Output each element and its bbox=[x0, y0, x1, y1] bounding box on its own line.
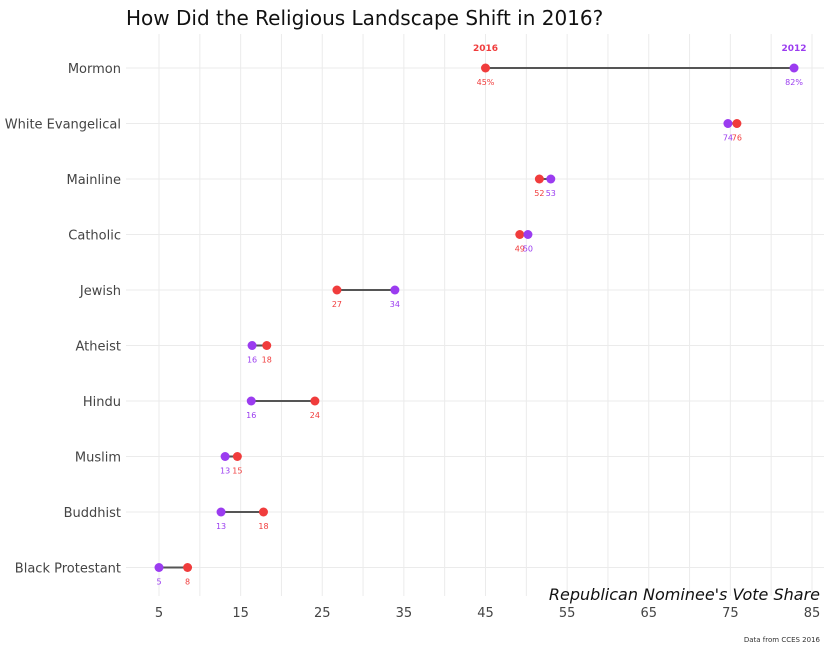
point-2016 bbox=[310, 396, 320, 406]
connector-segments bbox=[159, 67, 795, 569]
x-tick-label: 25 bbox=[314, 606, 331, 621]
value-label-2012: 50 bbox=[523, 245, 533, 254]
x-tick-label: 15 bbox=[232, 606, 249, 621]
point-2012 bbox=[246, 396, 256, 406]
category-label: Hindu bbox=[83, 395, 121, 410]
category-label: Mainline bbox=[67, 173, 122, 188]
value-label-2016: 49 bbox=[515, 245, 525, 254]
x-tick-label: 75 bbox=[722, 606, 739, 621]
point-2012 bbox=[546, 174, 556, 184]
legend-label-2016: 2016 bbox=[473, 44, 498, 54]
x-tick-label: 65 bbox=[640, 606, 657, 621]
point-2016 bbox=[332, 285, 342, 295]
value-label-2012: 16 bbox=[247, 356, 257, 365]
point-2016 bbox=[534, 174, 544, 184]
point-2012 bbox=[523, 230, 533, 239]
grid-lines bbox=[126, 34, 824, 596]
chart-title: How Did the Religious Landscape Shift in… bbox=[126, 6, 603, 30]
data-points bbox=[154, 63, 799, 572]
x-tick-label: 85 bbox=[804, 606, 821, 621]
legend: 2016 2012 bbox=[473, 44, 807, 54]
point-2012 bbox=[216, 507, 226, 517]
x-tick-label: 45 bbox=[477, 606, 494, 621]
x-tick-labels: 5 15 25 35 45 55 65 75 85 bbox=[155, 606, 820, 621]
value-label-2016: 24 bbox=[310, 411, 320, 420]
value-label-2012: 13 bbox=[216, 522, 226, 531]
point-2012 bbox=[154, 563, 164, 572]
point-2016 bbox=[515, 230, 525, 239]
value-label-2012: 53 bbox=[546, 189, 556, 198]
x-tick-label: 55 bbox=[559, 606, 576, 621]
category-label: Buddhist bbox=[64, 506, 121, 521]
value-label-2016: 27 bbox=[332, 300, 342, 309]
category-label: Atheist bbox=[76, 340, 121, 355]
value-label-2012: 74 bbox=[723, 134, 733, 143]
value-label-2012: 34 bbox=[390, 300, 400, 309]
data-source-caption: Data from CCES 2016 bbox=[744, 636, 821, 644]
point-2016 bbox=[258, 507, 268, 517]
point-2012 bbox=[220, 452, 230, 461]
value-label-2016: 52 bbox=[534, 189, 544, 198]
value-label-2016: 18 bbox=[262, 356, 272, 365]
value-label-2016: 45% bbox=[477, 78, 495, 87]
point-2012 bbox=[723, 119, 733, 128]
category-label: White Evangelical bbox=[5, 118, 121, 133]
value-label-2012: 16 bbox=[246, 411, 256, 420]
value-label-2016: 18 bbox=[258, 522, 268, 531]
point-2012 bbox=[390, 285, 400, 295]
category-label: Mormon bbox=[68, 62, 121, 77]
value-label-2012: 13 bbox=[220, 467, 230, 476]
value-label-2016: 8 bbox=[185, 578, 190, 587]
x-tick-label: 5 bbox=[155, 606, 163, 621]
value-label-2012: 5 bbox=[156, 578, 161, 587]
point-2012 bbox=[789, 63, 799, 73]
point-2016 bbox=[732, 119, 742, 128]
point-2012 bbox=[247, 341, 257, 350]
point-2016 bbox=[481, 63, 490, 73]
x-tick-label: 35 bbox=[396, 606, 413, 621]
value-label-2012: 82% bbox=[785, 78, 803, 87]
category-label: Jewish bbox=[79, 284, 121, 299]
value-label-2016: 15 bbox=[232, 467, 242, 476]
category-label: Muslim bbox=[75, 451, 121, 466]
category-label: Catholic bbox=[68, 229, 121, 244]
category-label: Black Protestant bbox=[15, 562, 121, 577]
value-label-2016: 76 bbox=[732, 134, 742, 143]
point-2016 bbox=[232, 452, 242, 461]
category-labels: Mormon White Evangelical Mainline Catholic J… bbox=[5, 62, 121, 577]
point-2016 bbox=[183, 563, 193, 572]
legend-label-2012: 2012 bbox=[782, 44, 807, 54]
x-axis-label: Republican Nominee's Vote Share bbox=[549, 585, 820, 604]
point-2016 bbox=[262, 341, 272, 350]
